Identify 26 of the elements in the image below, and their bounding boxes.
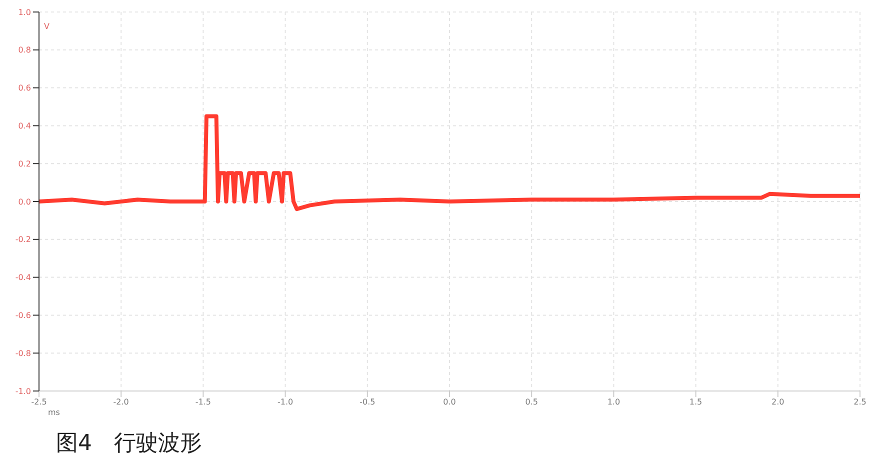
x-tick-label: 2.5 <box>854 398 866 407</box>
x-axis-title: ms <box>48 408 60 417</box>
y-tick-label: -0.6 <box>15 311 31 320</box>
y-tick-label: 0.8 <box>18 46 31 55</box>
y-tick-label: 0.4 <box>18 122 31 131</box>
y-tick-label: -1.0 <box>15 386 31 396</box>
y-tick-label: -0.4 <box>15 273 31 282</box>
x-tick-label: 2.0 <box>772 398 784 407</box>
y-tick-label: 0.6 <box>18 84 31 93</box>
x-tick-label: -1.0 <box>277 398 294 407</box>
x-tick-label: 0.0 <box>443 398 456 407</box>
x-tick-label: -1.5 <box>195 398 212 407</box>
x-tick-label: 1.0 <box>607 398 620 407</box>
x-tick-label: -2.5 <box>31 398 47 407</box>
line-series <box>39 114 860 212</box>
y-tick-label: 1.0 <box>18 8 31 17</box>
y-tick-label: -0.2 <box>15 235 31 244</box>
x-tick-label: -0.5 <box>360 398 376 407</box>
y-tick-label: -0.8 <box>15 348 31 358</box>
x-tick-label: -2.0 <box>113 398 129 407</box>
text: 图4 行驶波形 <box>56 430 202 458</box>
y-tick-label: 0.0 <box>18 197 31 206</box>
x-tick-label: 0.5 <box>525 398 538 407</box>
y-axis-title: V <box>44 22 50 31</box>
x-tick-label: 1.5 <box>689 398 702 407</box>
y-tick-label: 0.2 <box>18 159 31 168</box>
